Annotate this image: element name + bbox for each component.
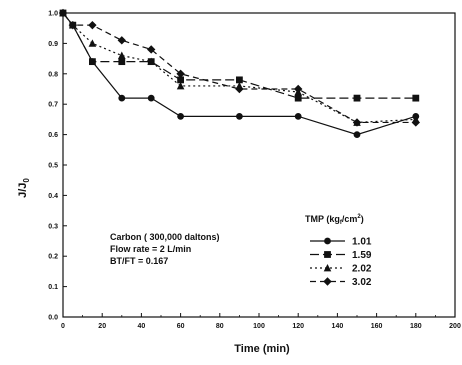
x-tick-label: 140 (332, 323, 344, 330)
legend-triangle-marker (323, 264, 332, 272)
legend-square-marker (324, 251, 331, 258)
diamond-marker (147, 45, 156, 54)
x-tick-label: 80 (216, 323, 224, 330)
x-tick-label: 60 (177, 323, 185, 330)
diamond-marker (352, 118, 362, 127)
y-tick-label: 0.6 (48, 132, 58, 139)
square-marker (177, 76, 184, 84)
diamond-marker (58, 8, 68, 18)
legend-label: 1.01 (352, 237, 372, 248)
y-tick-label: 0.0 (48, 315, 58, 322)
y-tick-label: 0.2 (48, 254, 58, 261)
diamond-marker (411, 118, 420, 127)
diamond-marker (117, 36, 126, 45)
x-tick-label: 120 (292, 323, 304, 330)
square-marker (118, 58, 126, 66)
diamond-marker (235, 84, 244, 94)
x-tick-label: 160 (371, 323, 383, 330)
triangle-marker (88, 39, 97, 47)
legend-label: 2.02 (352, 264, 372, 275)
square-marker (89, 58, 96, 66)
legend-item: 2.02 (310, 264, 372, 275)
annotation-line-3: BT/FT = 0.167 (110, 256, 168, 266)
x-tick-label: 100 (253, 323, 265, 330)
diamond-marker (176, 69, 185, 78)
y-tick-label: 0.3 (48, 223, 58, 230)
square-marker (236, 76, 243, 84)
circle-marker (177, 112, 185, 120)
x-tick-label: 180 (410, 323, 422, 330)
series-3-02 (58, 8, 420, 127)
y-tick-label: 0.8 (48, 71, 58, 78)
legend-title: TMP (kgf/cm2) (305, 214, 364, 226)
y-tick-label: 1.0 (48, 11, 58, 18)
legend-item: 3.02 (310, 277, 372, 288)
legend: TMP (kgf/cm2) 1.01 1.59 2.02 3.02 (305, 214, 372, 288)
y-tick-label: 0.1 (48, 284, 58, 291)
square-marker (353, 94, 361, 102)
y-tick-label: 0.5 (48, 163, 58, 170)
legend-label: 1.59 (352, 250, 372, 261)
series-line (62, 12, 416, 124)
series-line (62, 12, 416, 136)
x-tick-label: 20 (98, 323, 106, 330)
x-tick-label: 200 (449, 323, 461, 330)
diamond-marker (88, 20, 97, 30)
series-1-01 (59, 9, 420, 139)
square-marker (294, 94, 302, 102)
y-axis-title: J/J0 (17, 178, 31, 198)
circle-marker (118, 94, 126, 102)
y-axis-title-subscript: 0 (22, 178, 31, 183)
legend-label: 3.02 (352, 277, 372, 288)
triangle-marker (118, 51, 126, 59)
square-marker (412, 94, 420, 102)
y-tick-label: 0.4 (48, 193, 58, 200)
diamond-marker (68, 20, 77, 30)
y-axis-title-main: J/J (17, 183, 29, 198)
legend-item: 1.59 (310, 250, 372, 261)
chart-annotation: Carbon ( 300,000 daltons) Flow rate = 2 … (110, 232, 220, 266)
triangle-marker (176, 81, 185, 90)
x-axis-title: Time (min) (234, 343, 290, 355)
y-tick-label: 0.7 (48, 102, 58, 109)
series-line (62, 12, 416, 124)
circle-marker (236, 112, 243, 120)
annotation-line-2: Flow rate = 2 L/min (110, 244, 191, 254)
circle-marker (147, 94, 155, 102)
circle-marker (294, 112, 302, 120)
legend-circle-marker (324, 237, 331, 245)
svg-text:J/J0: J/J0 (17, 178, 31, 198)
series-2-02 (59, 9, 420, 126)
series-line (62, 12, 416, 99)
x-tick-label: 40 (138, 323, 146, 330)
triangle-marker (147, 57, 155, 66)
x-tick-label: 0 (61, 323, 65, 330)
circle-marker (353, 131, 361, 139)
diamond-marker (294, 84, 303, 94)
legend-diamond-marker (323, 277, 332, 286)
legend-item: 1.01 (310, 237, 372, 248)
annotation-line-1: Carbon ( 300,000 daltons) (110, 232, 220, 242)
y-tick-label: 0.9 (48, 41, 58, 48)
